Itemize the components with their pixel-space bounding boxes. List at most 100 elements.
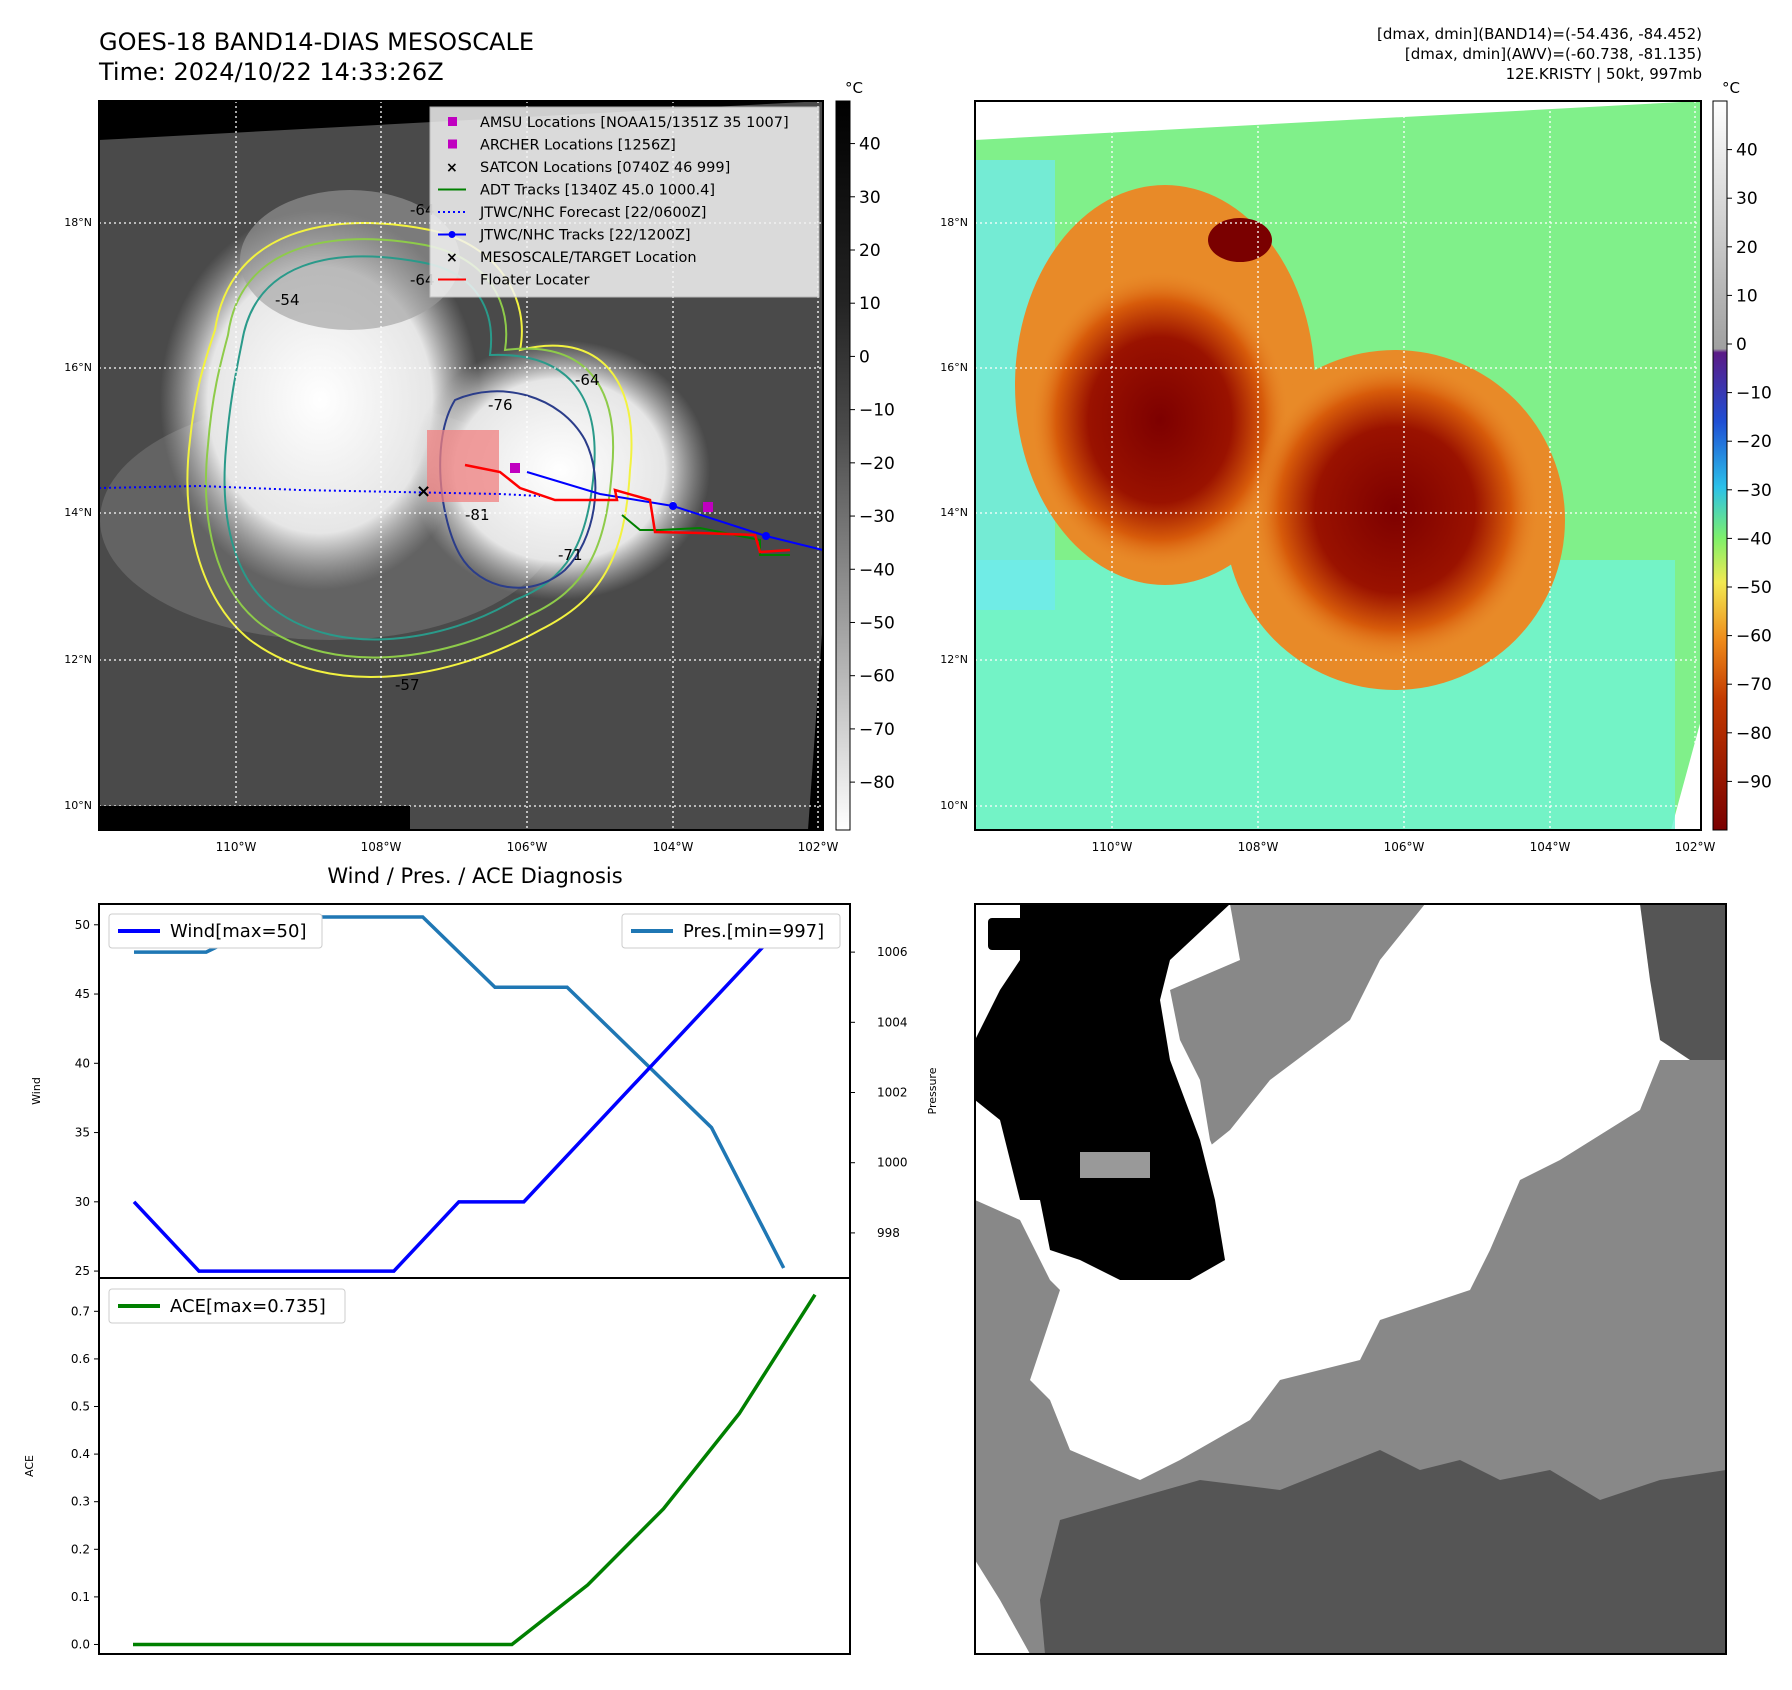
colorbar-tick-label: 40	[859, 135, 881, 155]
wind-legend-label: Wind[max=50]	[170, 921, 307, 942]
wmg-count-label: WMG Count: 0	[994, 923, 1147, 945]
wind-chart-frame	[98, 903, 851, 1279]
ace-tick-label: 0.6	[71, 1352, 90, 1366]
wmg-frame	[974, 903, 1727, 1655]
colorbar-tick-label: 10	[859, 294, 881, 314]
pressure-tick-label: 1000	[877, 1156, 908, 1170]
wind-tick-label: 35	[75, 1126, 90, 1140]
ace-legend: ACE[max=0.735]	[108, 1288, 346, 1324]
colorbar-tick-label: −10	[1736, 384, 1772, 404]
pressure-tick-label: 1004	[877, 1015, 908, 1029]
color-map-panel	[974, 100, 1702, 831]
colorbar-tick-label: 20	[1736, 238, 1758, 258]
stats-awv: [dmax, dmin](AWV)=(-60.738, -81.135)	[1405, 45, 1702, 63]
ace-tick-label: 0.3	[71, 1495, 90, 1509]
diagnosis-title: Wind / Pres. / ACE Diagnosis	[327, 864, 622, 888]
gray-colorbar: °C 40 30 20 10 0 −10 −20 −30 −40 −50 −60 −70 −80	[835, 79, 895, 831]
lon-label: 102°W	[798, 840, 839, 854]
official-track-point	[762, 532, 770, 540]
colorbar-tick-label: −20	[1736, 432, 1772, 452]
lon-label: 104°W	[1530, 840, 1571, 854]
amsu-marker	[703, 502, 713, 512]
contour-label: -57	[395, 676, 420, 694]
color-map-lon-labels: 110°W 108°W 106°W 104°W 102°W	[1092, 840, 1716, 854]
colorbar-tick-label: −10	[859, 401, 895, 421]
ace-tick-label: 0.7	[71, 1304, 90, 1318]
wind-axis-label: Wind	[30, 1077, 43, 1105]
color-west-core	[1030, 270, 1290, 570]
legend-item: ADT Tracks [1340Z 45.0 1000.4]	[438, 183, 715, 199]
copyright-box	[99, 806, 410, 830]
ir-map-panel: -64 -64 -54 -64 -76 -81 -71 -57	[98, 100, 824, 831]
ace-tick-label: 0.0	[71, 1637, 90, 1651]
ace-chart: ACE 0.7 0.6 0.5 0.4 0.3 0.2 0.1 0.0 ACE[max=0.7…	[23, 1277, 851, 1655]
legend-item: × SATCON Locations [0740Z 46 999]	[446, 160, 730, 176]
ir-map-lat-labels: 18°N 16°N 14°N 12°N 10°N	[64, 216, 92, 812]
colorbar-tick-label: −60	[1736, 627, 1772, 647]
square-marker-icon	[448, 139, 457, 149]
contour-label: -64	[575, 371, 600, 389]
colorbar-tick-label: −70	[1736, 675, 1772, 695]
stats-band14: [dmax, dmin](BAND14)=(-54.436, -84.452)	[1377, 25, 1702, 43]
color-colorbar-bar	[1712, 100, 1728, 831]
legend-label: ARCHER Locations [1256Z]	[480, 138, 676, 154]
pressure-legend-box	[621, 913, 841, 949]
colorbar-tick-label: −20	[859, 454, 895, 474]
color-colorbar-ticks: 40 30 20 10 0 −10 −20 −30 −40 −50 −60 −70 −80 −90	[1727, 141, 1772, 792]
contour-label: -76	[488, 396, 513, 414]
color-map-lat-labels: 18°N 16°N 14°N 12°N 10°N	[940, 216, 968, 812]
ace-tick-label: 0.4	[71, 1447, 90, 1461]
colorbar-tick-label: −80	[859, 773, 895, 793]
floater-track	[464, 463, 791, 554]
archer-marker	[510, 463, 520, 473]
wind-tick-label: 45	[75, 987, 90, 1001]
colorbar-tick-label: −30	[859, 507, 895, 527]
colorbar-tick-label: −70	[859, 720, 895, 740]
ir-map-frame	[98, 100, 824, 831]
lat-label: 18°N	[64, 216, 92, 229]
contour-label: -71	[558, 546, 583, 564]
ir-scan-edge	[808, 620, 823, 830]
legend-item: JTWC/NHC Forecast [22/0600Z]	[438, 205, 706, 221]
ir-east-cloud	[410, 340, 710, 600]
legend-label: Floater Locater	[480, 273, 589, 289]
lon-label: 108°W	[361, 840, 402, 854]
square-marker-icon	[448, 117, 457, 126]
contour-green	[205, 238, 615, 659]
main-title: GOES-18 BAND14-DIAS MESOSCALE	[99, 28, 534, 56]
legend-label: JTWC/NHC Tracks [22/1200Z]	[479, 228, 691, 244]
legend-label: JTWC/NHC Forecast [22/0600Z]	[479, 205, 706, 221]
lat-label: 14°N	[940, 506, 968, 519]
x-marker-icon: ×	[446, 250, 458, 266]
colorbar-tick-label: 30	[1736, 189, 1758, 209]
colorbar-tick-label: 30	[859, 188, 881, 208]
map-legend-items: AMSU Locations [NOAA15/1351Z 35 1007] ARC…	[438, 115, 789, 289]
legend-item: Floater Locater	[438, 273, 589, 289]
ace-tick-label: 0.2	[71, 1542, 90, 1556]
contour-label: -64	[410, 201, 435, 219]
time-label: Time: 2024/10/22 14:33:26Z	[98, 58, 444, 86]
lon-label: 106°W	[507, 840, 548, 854]
pressure-tick-label: 1002	[877, 1086, 908, 1100]
wmg-black-region	[975, 904, 1230, 1280]
pressure-tick-label: 1006	[877, 945, 908, 959]
legend-label: SATCON Locations [0740Z 46 999]	[480, 160, 730, 176]
colorbar-tick-label: 20	[859, 241, 881, 261]
contour-teal	[223, 255, 596, 641]
colorbar-unit: °C	[845, 79, 863, 97]
forecast-track	[99, 484, 541, 497]
lon-label: 104°W	[653, 840, 694, 854]
ace-tick-label: 0.1	[71, 1590, 90, 1604]
legend-item: JTWC/NHC Tracks [22/1200Z]	[438, 228, 691, 244]
floater-box	[427, 430, 499, 502]
lon-label: 110°W	[216, 840, 257, 854]
copyright-label: Copyright © 2020-2024 Dapiya	[104, 810, 366, 828]
colorbar-tick-label: −90	[1736, 772, 1772, 792]
wmg-clear-southwest	[975, 1560, 1030, 1654]
wmg-dark-northeast	[1640, 904, 1726, 1060]
ace-axis-label: ACE	[23, 1455, 36, 1477]
contour-navy	[439, 390, 597, 589]
color-east-core	[1250, 360, 1540, 660]
legend-label: AMSU Locations [NOAA15/1351Z 35 1007]	[480, 115, 789, 131]
